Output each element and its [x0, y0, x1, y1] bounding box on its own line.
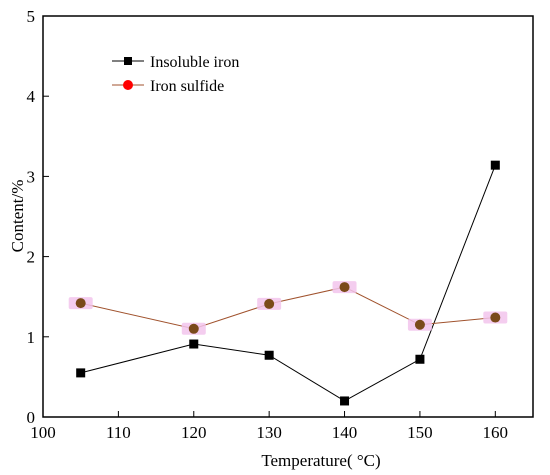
legend-marker-insoluble-iron — [124, 57, 132, 65]
point-iron-sulfide-2 — [264, 298, 275, 309]
axis-ticks: 100 110 120 130 140 150 160 0 1 2 3 4 5 — [27, 7, 509, 442]
point-iron-sulfide-0 — [75, 298, 86, 309]
point-insoluble-iron-2 — [264, 350, 274, 360]
legend-marker-iron-sulfide — [123, 80, 133, 90]
point-iron-sulfide-1 — [188, 323, 199, 334]
data-marks — [68, 160, 508, 406]
point-iron-sulfide-3 — [339, 282, 350, 293]
series-line-insoluble-iron — [80, 164, 496, 402]
point-iron-sulfide-5 — [490, 312, 501, 323]
y-axis-title: Content/% — [8, 180, 27, 253]
legend: Insoluble iron Iron sulfide — [112, 54, 239, 95]
point-iron-sulfide-4 — [414, 319, 425, 330]
y-tick-label-2: 2 — [27, 248, 36, 267]
x-tick-label-0: 100 — [30, 423, 56, 442]
x-tick-label-2: 120 — [181, 423, 207, 442]
y-tick-label-0: 0 — [27, 408, 36, 427]
y-tick-label-5: 5 — [27, 7, 36, 26]
series-line-iron-sulfide — [80, 286, 496, 330]
x-axis-title: Temperature( °C) — [261, 451, 380, 470]
y-tick-label-1: 1 — [27, 328, 36, 347]
point-insoluble-iron-3 — [340, 396, 350, 406]
y-tick-label-3: 3 — [27, 167, 36, 186]
point-insoluble-iron-1 — [189, 339, 199, 349]
x-tick-label-5: 150 — [407, 423, 433, 442]
x-tick-label-3: 130 — [256, 423, 282, 442]
point-insoluble-iron-4 — [415, 354, 425, 364]
x-tick-label-4: 140 — [332, 423, 358, 442]
x-tick-label-1: 110 — [106, 423, 131, 442]
x-tick-label-6: 160 — [483, 423, 509, 442]
point-insoluble-iron-0 — [76, 368, 86, 378]
y-tick-label-4: 4 — [27, 87, 36, 106]
point-insoluble-iron-5 — [490, 160, 500, 170]
legend-label-iron-sulfide: Iron sulfide — [150, 78, 224, 95]
plot-frame — [42, 15, 534, 418]
legend-label-insoluble-iron: Insoluble iron — [150, 54, 239, 71]
